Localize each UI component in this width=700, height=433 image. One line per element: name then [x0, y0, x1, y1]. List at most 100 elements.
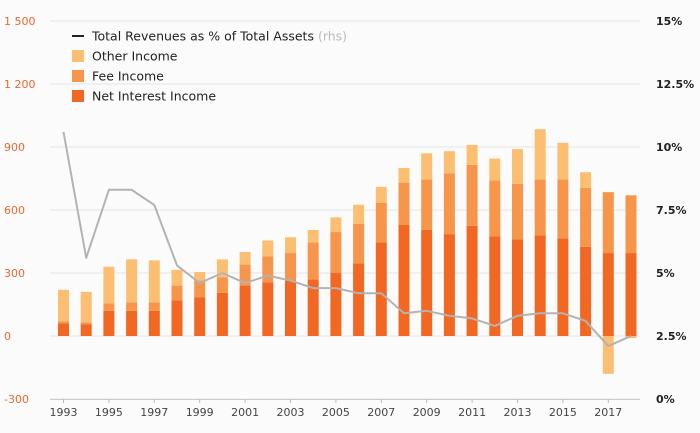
bar-other-income-2017: [602, 336, 614, 374]
bar-fee-income-1998: [171, 285, 183, 301]
x-tick-label: 2005: [322, 406, 350, 419]
x-tick-label: 2001: [231, 406, 259, 419]
bar-net-interest-income-2010: [443, 234, 455, 336]
right-tick-label: 5%: [656, 267, 675, 280]
left-tick-label: 300: [4, 267, 25, 280]
left-tick-label: 0: [4, 330, 11, 343]
bar-net-interest-income-1997: [148, 310, 160, 336]
bar-net-interest-income-1998: [171, 300, 183, 336]
bar-other-income-1998: [171, 269, 183, 286]
left-tick-label: 1 200: [4, 78, 36, 91]
bar-other-income-2004: [307, 229, 319, 243]
right-tick-label: 2.5%: [656, 330, 687, 343]
left-axis: -300 0 300 600 900 1 200 1 500: [4, 15, 36, 406]
bar-net-interest-income-2002: [262, 282, 274, 336]
bar-other-income-1994: [80, 291, 92, 323]
x-tick-label: 2017: [594, 406, 622, 419]
bar-net-interest-income-1999: [194, 297, 206, 336]
bar-other-income-1999: [194, 271, 206, 281]
bar-fee-income-2000: [216, 277, 228, 293]
bar-fee-income-1994: [80, 322, 92, 325]
x-tick-label: 2007: [367, 406, 395, 419]
bar-fee-income-2017: [602, 192, 614, 254]
right-tick-label: 7.5%: [656, 204, 687, 217]
bar-other-income-2011: [466, 144, 478, 165]
bar-fee-income-2011: [466, 164, 478, 226]
bar-fee-income-2001: [239, 264, 251, 286]
bar-other-income-2012: [489, 158, 501, 181]
bar-other-income-2010: [443, 151, 455, 174]
bar-other-income-2005: [330, 217, 342, 233]
bar-net-interest-income-1996: [126, 310, 138, 336]
x-axis: 1993 1995 1997 1999 2001 2003 2005 2007 2009 2011…: [50, 399, 640, 419]
bar-net-interest-income-2003: [285, 280, 296, 336]
right-tick-label: 0%: [656, 393, 675, 406]
x-tick-label: 2013: [504, 406, 532, 419]
line-total-revenues-pct-assets: [62, 131, 632, 348]
bar-fee-income-2006: [353, 223, 365, 264]
bar-other-income-2003: [285, 237, 296, 254]
bar-net-interest-income-2014: [534, 235, 546, 336]
bar-fee-income-2013: [512, 183, 523, 240]
bar-other-income-2016: [580, 172, 592, 188]
bar-net-interest-income-2016: [580, 246, 592, 336]
legend-label: Fee Income: [92, 69, 164, 84]
x-tick-label: 1995: [95, 406, 123, 419]
right-tick-label: 10%: [656, 141, 682, 154]
bar-fee-income-2012: [489, 180, 501, 237]
bar-other-income-1996: [126, 259, 138, 303]
bar-fee-income-2004: [307, 242, 319, 280]
bar-fee-income-1997: [148, 302, 160, 311]
bar-fee-income-1999: [194, 280, 206, 298]
legend-label-suffix: (rhs): [314, 29, 347, 44]
bar-net-interest-income-2007: [375, 242, 387, 336]
bar-net-interest-income-2009: [421, 229, 433, 336]
x-tick-label: 1999: [186, 406, 214, 419]
left-tick-label: 600: [4, 204, 25, 217]
bar-net-interest-income-2000: [216, 292, 228, 336]
left-tick-label: 900: [4, 141, 25, 154]
x-tick-label: 2011: [458, 406, 486, 419]
bar-other-income-2000: [216, 259, 228, 278]
legend-swatch: [72, 70, 84, 82]
bar-fee-income-2003: [285, 253, 296, 281]
right-tick-label: 15%: [656, 15, 682, 28]
bar-net-interest-income-1994: [80, 324, 92, 336]
bar-other-income-2002: [262, 240, 274, 257]
legend-swatch: [72, 50, 84, 62]
bar-other-income-1997: [148, 260, 160, 303]
legend-label: Total Revenues as % of Total Assets (rhs…: [91, 29, 347, 44]
bar-fee-income-2015: [557, 179, 569, 239]
bar-fee-income-2009: [421, 179, 433, 230]
x-tick-label: 2015: [549, 406, 577, 419]
bar-net-interest-income-2015: [557, 238, 569, 336]
left-tick-label: -300: [4, 393, 29, 406]
bar-net-interest-income-2005: [330, 273, 342, 336]
bar-other-income-2007: [375, 186, 387, 203]
bar-fee-income-1993: [58, 321, 69, 324]
bar-other-income-1995: [103, 266, 115, 304]
bar-net-interest-income-2006: [353, 263, 365, 336]
bar-fee-income-2016: [580, 187, 592, 247]
bar-net-interest-income-2008: [398, 224, 410, 336]
bar-other-income-2015: [557, 142, 569, 180]
bar-fee-income-2002: [262, 256, 274, 283]
right-axis: 0% 2.5% 5% 7.5% 10% 12.5% 15%: [656, 15, 694, 406]
bar-fee-income-1996: [126, 302, 138, 311]
legend-label: Net Interest Income: [92, 89, 216, 104]
bar-fee-income-2005: [330, 232, 342, 273]
bar-other-income-2013: [512, 149, 523, 184]
bar-net-interest-income-2012: [489, 236, 501, 336]
bar-net-interest-income-1993: [58, 323, 69, 336]
bar-net-interest-income-2001: [239, 285, 251, 336]
legend-swatch: [72, 90, 84, 102]
right-tick-label: 12.5%: [656, 78, 694, 91]
gridlines: [50, 20, 640, 400]
bar-other-income-2009: [421, 153, 433, 180]
line-layer: [62, 131, 632, 348]
x-tick-label: 2003: [277, 406, 305, 419]
x-tick-label: 2009: [413, 406, 441, 419]
bar-fee-income-2014: [534, 179, 546, 236]
